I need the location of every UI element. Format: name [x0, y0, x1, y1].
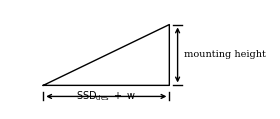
- Text: mounting height: mounting height: [184, 50, 266, 60]
- Text: $\mathregular{SSD_{des}}$$\mathregular{\ +\ w}$: $\mathregular{SSD_{des}}$$\mathregular{\…: [76, 89, 136, 103]
